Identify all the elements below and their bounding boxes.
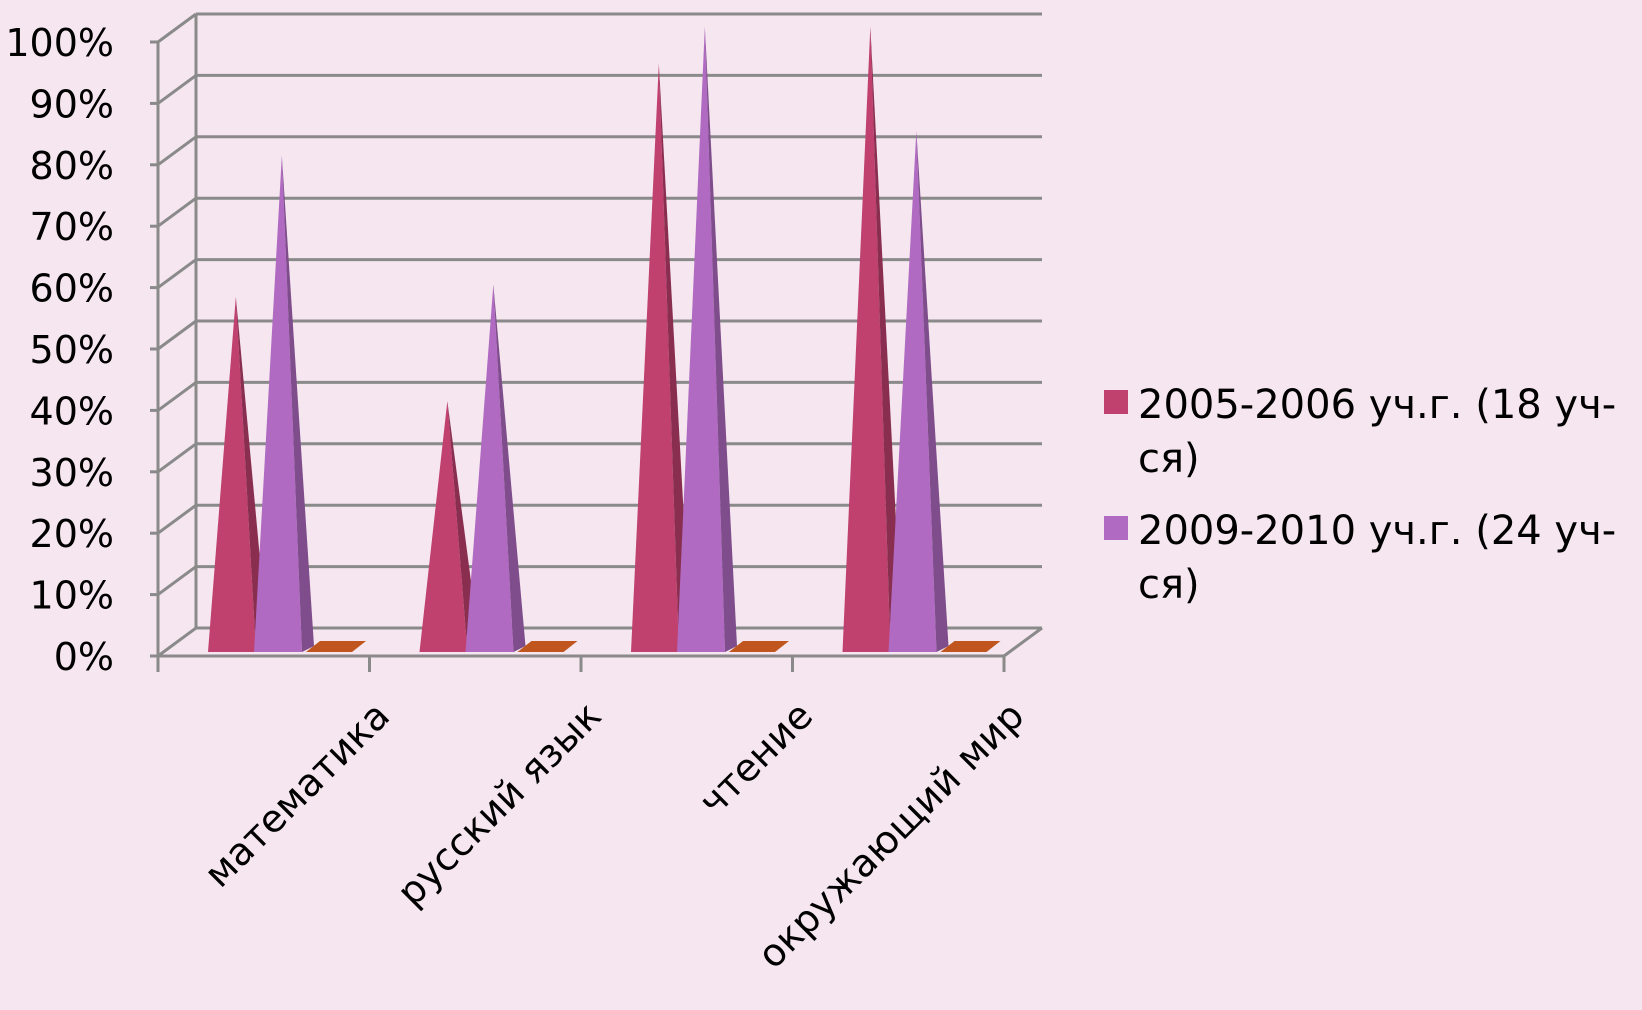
gridlines: [157, 12, 1042, 658]
bars: [208, 26, 1001, 653]
bar-pyramid-1-0: [254, 155, 314, 653]
bar-pyramid-0-2: [631, 63, 691, 652]
legend-label: ся): [1138, 562, 1200, 608]
y-axis-tick-labels: 0% 10% 20% 30% 40% 50% 60% 70% 80% 90% 100%: [5, 21, 114, 679]
legend-label: ся): [1138, 436, 1200, 482]
y-tick-label: 50%: [30, 328, 114, 372]
gridline-side-wall: [157, 565, 197, 596]
bar-side-face: [704, 26, 737, 653]
bar-front-face: [419, 401, 468, 652]
bar-pyramid-1-1: [465, 284, 526, 652]
gridline-side-wall: [157, 442, 197, 474]
legend-swatch: [1104, 390, 1128, 414]
bar-front-face: [677, 26, 725, 653]
bar-side-face: [658, 63, 691, 652]
y-tick-label: 20%: [30, 512, 114, 556]
axes: [150, 40, 1043, 672]
y-tick-label: 10%: [30, 574, 114, 618]
gridline-side-wall: [157, 626, 197, 658]
legend-label: 2009-2010 уч.г. (24 уч-: [1138, 508, 1616, 554]
bar-side-face: [281, 155, 314, 653]
legend-label: 2005-2006 уч.г. (18 уч-: [1138, 382, 1616, 428]
y-tick-label: 0%: [54, 635, 114, 679]
bar-front-face: [842, 26, 891, 653]
bar-pyramid-1-3: [888, 130, 949, 653]
bar-floor-marker: [517, 641, 578, 652]
bar-front-face: [631, 63, 679, 652]
bar-pyramid-1-2: [677, 26, 737, 653]
legend: 2005-2006 уч.г. (18 уч-ся) 2009-2010 уч.г…: [1104, 382, 1616, 608]
gridline-side-wall: [157, 319, 197, 351]
gridline-side-wall: [157, 258, 197, 289]
gridline-side-wall: [157, 381, 197, 412]
bar-floor-marker: [729, 641, 789, 652]
gridline-side-wall: [157, 74, 197, 105]
gridline-side-wall: [157, 503, 197, 535]
gridline-side-wall: [157, 135, 197, 167]
bar-front-face: [888, 130, 937, 653]
y-tick-label: 70%: [30, 205, 114, 249]
x-category-label: математика: [196, 693, 399, 896]
gridline-side-wall: [157, 12, 197, 44]
y-tick-label: 80%: [30, 144, 114, 188]
x-category-label: чтение: [690, 693, 821, 824]
bar-front-face: [465, 284, 514, 652]
floor-right-edge: [1003, 626, 1043, 658]
x-category-label: русский язык: [388, 693, 609, 914]
y-tick-label: 100%: [5, 21, 114, 65]
gridline-side-wall: [157, 196, 197, 228]
y-tick-label: 90%: [30, 82, 114, 126]
bar-floor-marker: [306, 641, 366, 652]
bar-front-face: [254, 155, 302, 653]
bar-front-face: [208, 296, 256, 652]
bar-floor-marker: [940, 641, 1001, 652]
y-tick-label: 30%: [30, 451, 114, 495]
bar-side-face: [870, 26, 903, 653]
bar-side-face: [493, 284, 526, 652]
legend-swatch: [1104, 516, 1128, 540]
y-tick-label: 40%: [30, 389, 114, 433]
bar-pyramid-0-3: [842, 26, 903, 653]
y-tick-label: 60%: [30, 267, 114, 311]
bar-side-face: [916, 130, 949, 653]
